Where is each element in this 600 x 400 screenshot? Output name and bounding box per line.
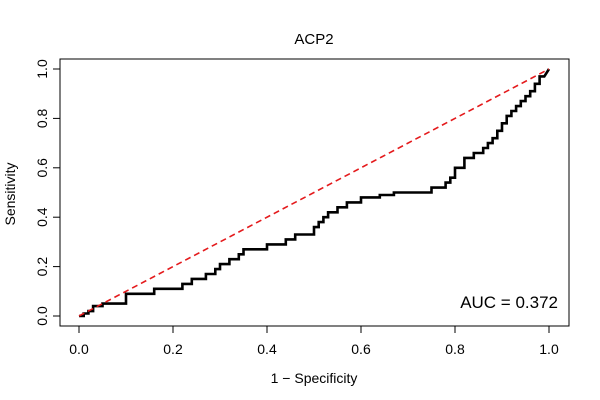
x-tick-label: 1.0 (539, 341, 559, 357)
x-tick-label: 0.0 (69, 341, 89, 357)
roc-curve-line (79, 68, 551, 318)
y-tick-label: 0.4 (34, 207, 50, 227)
y-axis-ticks: 0.0 0.2 0.4 0.6 0.8 1.0 (34, 59, 60, 326)
plot-frame (59, 58, 570, 327)
x-tick-label: 0.6 (351, 341, 371, 357)
x-axis-label: 1 − Specificity (271, 370, 358, 386)
y-tick-label: 0.2 (34, 257, 50, 277)
chart-title: ACP2 (294, 31, 333, 48)
series-layer (78, 68, 551, 318)
x-tick-label: 0.8 (445, 341, 465, 357)
x-tick-label: 0.4 (257, 341, 277, 357)
x-axis-ticks: 0.0 0.2 0.4 0.6 0.8 1.0 (69, 326, 559, 357)
y-tick-label: 1.0 (34, 59, 50, 79)
y-tick-label: 0.8 (34, 108, 50, 128)
chance-diagonal-line (78, 68, 550, 317)
auc-annotation: AUC = 0.372 (460, 293, 558, 312)
y-tick-label: 0.0 (34, 306, 50, 326)
y-tick-label: 0.6 (34, 158, 50, 178)
x-tick-label: 0.2 (163, 341, 183, 357)
y-axis-label: Sensitivity (2, 162, 18, 225)
